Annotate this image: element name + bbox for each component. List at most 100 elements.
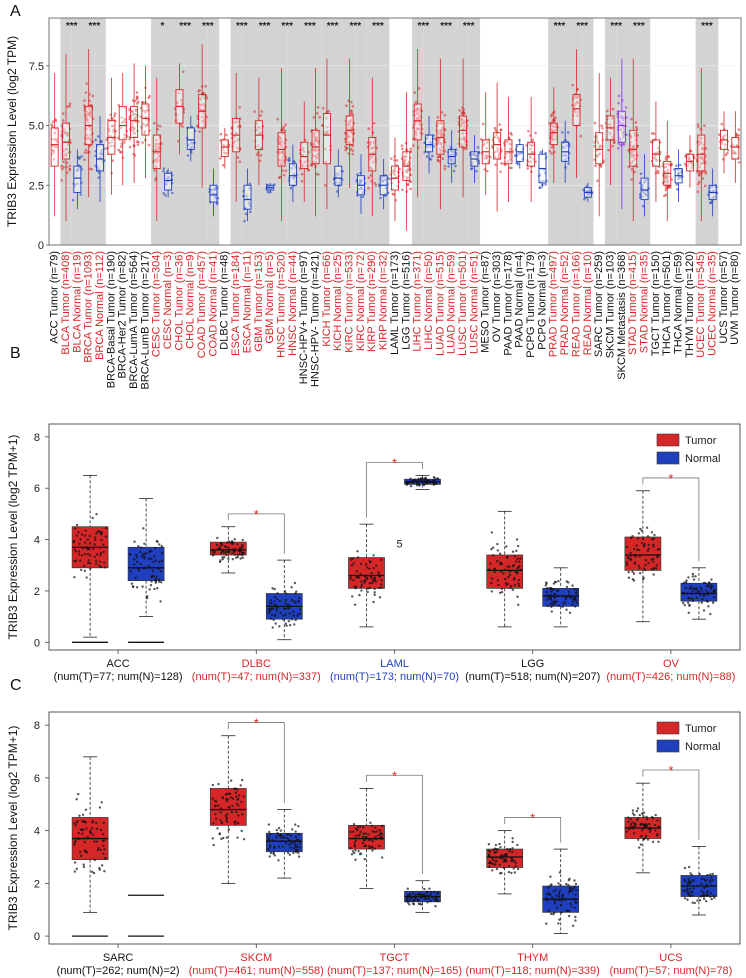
- box: [731, 137, 740, 160]
- jitter-point: [428, 887, 431, 890]
- jitter-point: [137, 544, 140, 548]
- jitter-point: [91, 833, 95, 836]
- jitter-point: [97, 176, 101, 179]
- jitter-point: [416, 898, 420, 901]
- jitter-point: [702, 893, 706, 896]
- jitter-point: [573, 109, 576, 112]
- jitter-point: [225, 818, 228, 822]
- jitter-point: [129, 569, 133, 573]
- jitter-point: [224, 814, 228, 818]
- jitter-point: [120, 121, 124, 124]
- category-label: GBM Normal (n=5): [264, 251, 276, 344]
- jitter-point: [211, 550, 215, 553]
- jitter-point: [498, 552, 502, 555]
- jitter-point: [683, 603, 686, 607]
- jitter-point: [440, 122, 444, 125]
- category-label: UVM Tumor (n=80): [729, 251, 741, 345]
- jitter-point: [277, 845, 281, 848]
- jitter-point: [644, 559, 648, 562]
- jitter-point: [287, 838, 291, 842]
- jitter-point: [405, 176, 408, 179]
- jitter-point: [711, 878, 714, 882]
- jitter-point: [571, 600, 575, 603]
- jitter-point: [622, 143, 626, 146]
- jitter-point: [353, 851, 356, 855]
- jitter-point: [290, 586, 293, 589]
- jitter-point: [485, 169, 489, 173]
- jitter-point: [625, 563, 629, 566]
- jitter-point: [510, 584, 513, 588]
- sample-count-label: (num(T)=426; num(N)=88): [606, 671, 735, 683]
- jitter-point: [77, 837, 80, 841]
- shade-band: [638, 18, 651, 245]
- jitter-point: [639, 172, 643, 176]
- jitter-point: [517, 578, 521, 582]
- jitter-point: [141, 553, 144, 556]
- jitter-point: [236, 797, 240, 801]
- jitter-point: [233, 120, 237, 124]
- jitter-point: [406, 901, 410, 904]
- jitter-point: [496, 847, 500, 851]
- jitter-point: [574, 882, 578, 886]
- jitter-point: [79, 828, 83, 831]
- jitter-point: [544, 584, 547, 587]
- jitter-point: [486, 154, 490, 158]
- jitter-point: [146, 595, 149, 598]
- jitter-point: [557, 579, 560, 583]
- sample-count-label: (num(T)=173; num(N)=70): [330, 671, 459, 683]
- jitter-point: [287, 619, 291, 623]
- jitter-point: [377, 571, 380, 574]
- jitter-point: [296, 845, 300, 849]
- jitter-point: [512, 867, 515, 870]
- jitter-point: [652, 543, 655, 546]
- jitter-point: [516, 570, 519, 574]
- jitter-point: [666, 178, 669, 182]
- jitter-point: [66, 171, 69, 174]
- jitter-point: [562, 146, 566, 150]
- jitter-point: [273, 595, 277, 599]
- jitter-point: [77, 553, 81, 556]
- jitter-point: [548, 149, 552, 153]
- significance-star: *: [392, 768, 397, 783]
- jitter-point: [280, 836, 283, 839]
- jitter-point: [273, 854, 276, 857]
- panel-a-frame: [48, 17, 742, 246]
- jitter-point: [298, 608, 302, 611]
- y-tick-label: 0: [38, 240, 44, 252]
- jitter-point: [100, 538, 103, 542]
- jitter-point: [508, 847, 512, 851]
- jitter-point: [219, 551, 223, 555]
- jitter-point: [432, 890, 436, 894]
- jitter-point: [627, 570, 630, 574]
- jitter-point: [83, 837, 86, 840]
- sample-count-label: (num(T)=518; num(N)=207): [465, 671, 600, 683]
- box: [572, 94, 581, 126]
- jitter-point: [202, 96, 206, 100]
- jitter-point: [279, 162, 283, 166]
- jitter-point: [395, 159, 399, 162]
- jitter-point: [483, 156, 487, 160]
- jitter-point: [288, 606, 291, 610]
- y-tick-label: 4: [34, 826, 40, 838]
- jitter-point: [148, 94, 152, 98]
- jitter-point: [154, 581, 158, 584]
- jitter-point: [270, 613, 274, 617]
- jitter-point: [296, 600, 300, 603]
- jitter-point: [90, 827, 94, 830]
- jitter-point: [436, 115, 440, 119]
- jitter-point: [611, 107, 615, 111]
- jitter-point: [417, 110, 420, 114]
- jitter-point: [130, 582, 134, 585]
- jitter-point: [256, 144, 260, 147]
- jitter-point: [484, 153, 488, 157]
- jitter-point: [650, 815, 654, 819]
- jitter-point: [90, 870, 94, 874]
- jitter-point: [693, 901, 696, 905]
- jitter-point: [437, 891, 440, 895]
- box: [118, 105, 127, 141]
- jitter-point: [710, 578, 713, 581]
- jitter-point: [372, 554, 375, 557]
- jitter-point: [236, 553, 239, 557]
- jitter-point: [85, 110, 89, 113]
- jitter-point: [75, 523, 79, 527]
